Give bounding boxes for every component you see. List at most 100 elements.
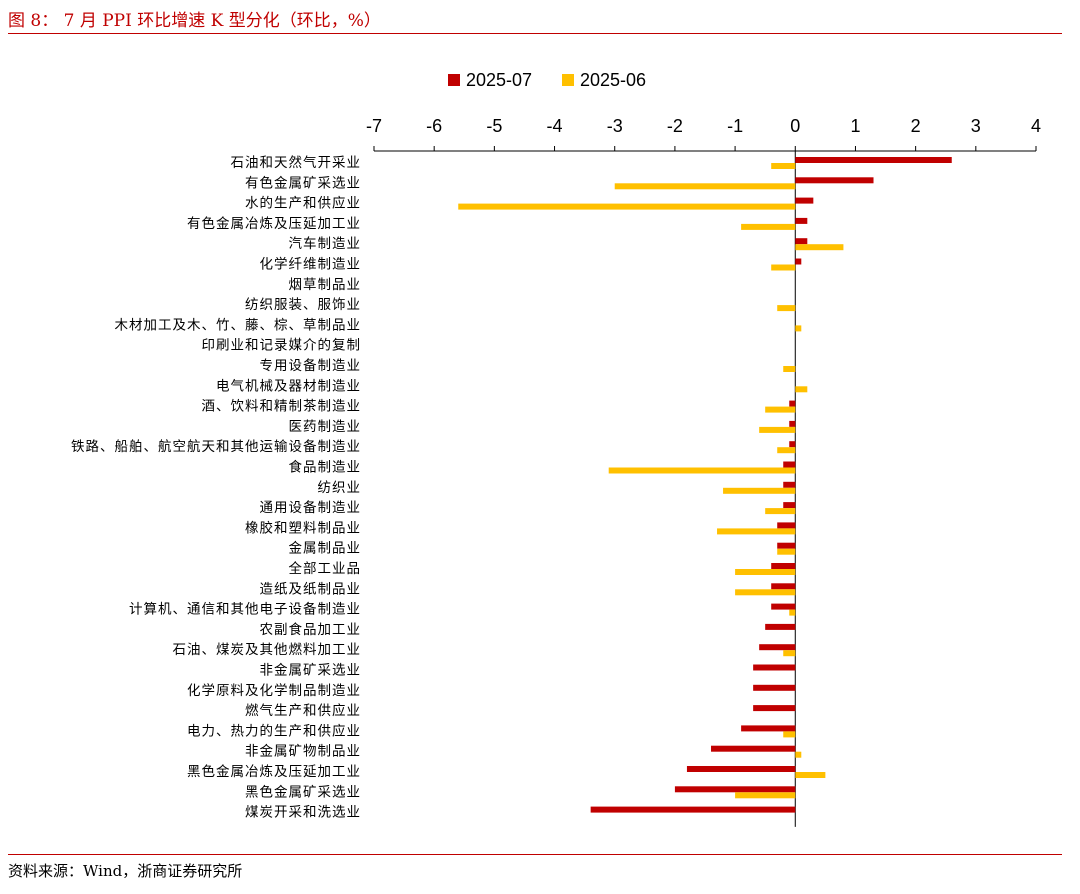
x-tick-label: -3 — [607, 116, 623, 136]
category-label: 金属制品业 — [289, 541, 362, 557]
category-label: 医药制造业 — [289, 419, 362, 435]
bar-2025-06 — [735, 792, 796, 799]
x-tick-label: -5 — [486, 116, 502, 136]
bar-2025-07 — [795, 157, 952, 163]
bar-2025-06 — [777, 447, 796, 454]
category-label: 纺织服装、服饰业 — [245, 297, 361, 313]
x-tick-label: -2 — [667, 116, 683, 136]
x-tick-label: 1 — [850, 116, 860, 136]
x-tick-label: 4 — [1031, 116, 1041, 136]
figure-title: 图 8： 7 月 PPI 环比增速 K 型分化（环比，%） — [8, 11, 381, 31]
bar-2025-06 — [783, 366, 796, 372]
bar-2025-06 — [741, 223, 796, 230]
category-label: 非金属矿采选业 — [260, 663, 362, 679]
category-label: 煤炭开采和洗选业 — [245, 805, 361, 821]
bar-2025-07 — [783, 502, 796, 509]
category-label: 农副食品加工业 — [260, 621, 362, 638]
bar-2025-07 — [771, 563, 796, 569]
bar-2025-07 — [771, 583, 796, 590]
category-label: 水的生产和供应业 — [245, 195, 361, 212]
x-tick-label: 2 — [911, 116, 921, 136]
legend: 2025-07 2025-06 — [448, 70, 646, 90]
bar-2025-06 — [777, 548, 796, 555]
top-divider — [8, 33, 1062, 34]
bar-2025-07 — [686, 766, 796, 772]
category-label: 计算机、通信和其他电子设备制造业 — [129, 601, 361, 618]
category-label: 有色金属冶炼及压延加工业 — [187, 215, 361, 232]
bar-2025-07 — [789, 400, 796, 407]
category-label: 木材加工及木、竹、藤、棕、草制品业 — [115, 317, 362, 333]
bar-2025-06 — [765, 508, 796, 515]
bar-2025-06 — [783, 650, 796, 657]
category-label: 黑色金属冶炼及压延加工业 — [187, 763, 361, 780]
bar-2025-07 — [783, 481, 796, 488]
category-label: 纺织业 — [318, 480, 362, 496]
x-tick-label: -4 — [547, 116, 563, 136]
bar-2025-07 — [795, 238, 808, 245]
bar-2025-06 — [795, 244, 844, 251]
bar-2025-06 — [795, 325, 802, 332]
bar-2025-06 — [723, 487, 796, 494]
x-tick-label: 0 — [790, 116, 800, 136]
category-label: 通用设备制造业 — [260, 499, 362, 516]
bar-2025-06 — [777, 305, 796, 312]
bar-2025-06 — [735, 569, 796, 575]
category-label: 化学纤维制造业 — [260, 257, 362, 273]
bar-2025-07 — [795, 258, 802, 265]
bar-2025-07 — [771, 603, 796, 610]
bar-2025-07 — [777, 542, 796, 549]
bar-2025-06 — [458, 203, 796, 210]
bar-2025-06 — [783, 731, 796, 738]
bar-2025-07 — [795, 197, 814, 204]
category-label: 汽车制造业 — [289, 235, 362, 252]
bar-2025-07 — [759, 644, 796, 651]
bar-2025-07 — [777, 522, 796, 529]
category-label: 化学原料及化学制品制造业 — [187, 683, 361, 699]
category-label: 石油和天然气开采业 — [231, 154, 362, 171]
category-label: 酒、饮料和精制茶制造业 — [202, 399, 362, 415]
category-label: 非金属矿物制品业 — [245, 744, 361, 760]
category-label: 黑色金属矿采选业 — [245, 783, 361, 800]
bar-2025-07 — [590, 806, 796, 813]
legend-swatch-1 — [448, 74, 460, 86]
category-label: 燃气生产和供应业 — [245, 702, 361, 719]
category-label: 石油、煤炭及其他燃料加工业 — [173, 641, 362, 658]
bar-2025-07 — [795, 177, 874, 184]
x-tick-label: -1 — [727, 116, 743, 136]
x-tick-label: -6 — [426, 116, 442, 136]
bar-2025-06 — [608, 467, 796, 474]
bar-2025-07 — [753, 664, 796, 671]
bar-2025-07 — [753, 684, 796, 691]
bar-2025-07 — [674, 786, 796, 793]
bar-2025-06 — [795, 386, 808, 393]
bottom-divider — [8, 854, 1062, 855]
category-label: 橡胶和塑料制品业 — [245, 519, 361, 536]
bar-2025-07 — [753, 705, 796, 712]
x-tick-label: -7 — [366, 116, 382, 136]
category-label: 专用设备制造业 — [260, 357, 362, 374]
bar-2025-06 — [735, 589, 796, 596]
category-labels: 石油和天然气开采业有色金属矿采选业水的生产和供应业有色金属冶炼及压延加工业汽车制… — [71, 154, 362, 821]
bar-2025-07 — [789, 420, 796, 427]
category-label: 电气机械及器材制造业 — [216, 378, 361, 394]
source-note: 资料来源：Wind，浙商证券研究所 — [8, 862, 243, 880]
x-tick-label: 3 — [971, 116, 981, 136]
bar-2025-07 — [795, 217, 808, 224]
bar-2025-06 — [771, 264, 796, 271]
bar-2025-07 — [789, 441, 796, 448]
legend-label-1: 2025-07 — [466, 70, 532, 90]
bar-2025-06 — [717, 528, 796, 535]
category-label: 烟草制品业 — [289, 277, 362, 293]
bar-2025-06 — [614, 183, 796, 190]
category-label: 电力、热力的生产和供应业 — [187, 722, 361, 739]
bar-2025-06 — [795, 751, 802, 758]
bars — [458, 157, 952, 813]
bar-2025-06 — [765, 406, 796, 413]
bar-2025-07 — [783, 461, 796, 468]
bar-2025-06 — [771, 163, 796, 169]
category-label: 有色金属矿采选业 — [245, 174, 361, 191]
bar-2025-06 — [795, 772, 826, 778]
category-label: 全部工业品 — [289, 560, 362, 577]
bar-2025-07 — [711, 745, 796, 752]
